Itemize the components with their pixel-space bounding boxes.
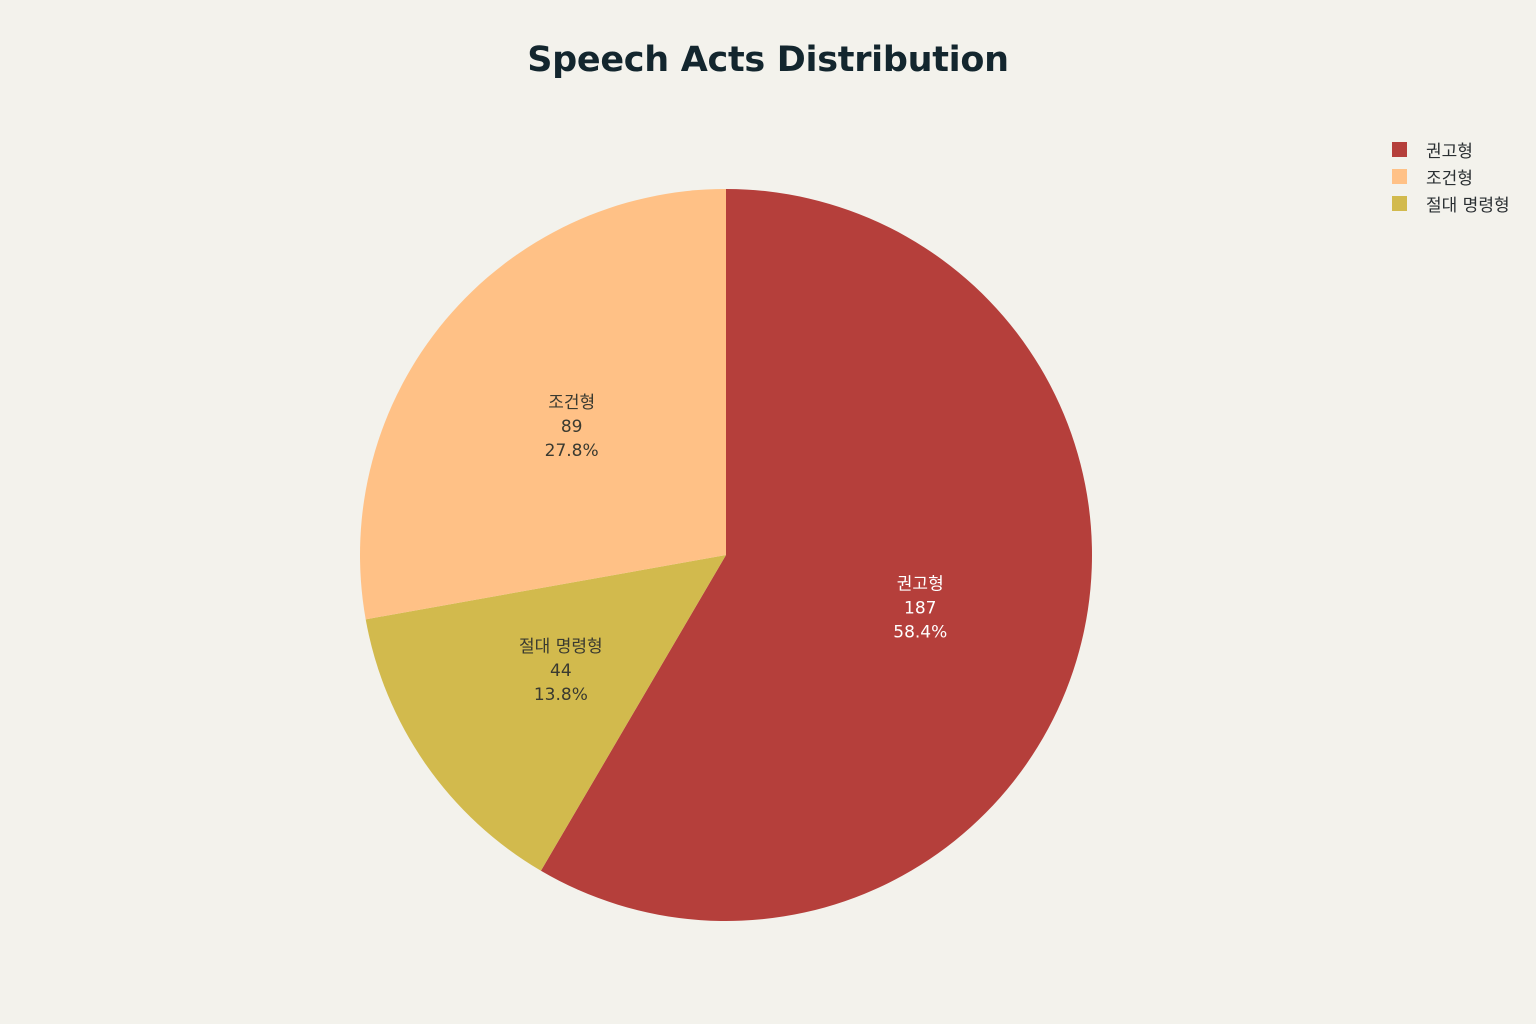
legend-item[interactable]: 절대 명령형 [1392,190,1510,217]
legend-label: 조건형 [1426,169,1473,189]
pie-slice-0[interactable] [540,189,1092,921]
legend: 권고형 조건형 절대 명령형 [1392,136,1510,217]
slice-label-percent: 13.8% [534,685,588,705]
slice-label-name: 조건형 [548,393,595,413]
slice-label-percent: 27.8% [545,441,599,461]
legend-swatch-1 [1392,169,1407,184]
legend-label: 권고형 [1426,142,1473,162]
pie-slice-1[interactable] [365,555,726,871]
legend-item[interactable]: 조건형 [1392,163,1510,190]
slice-label-name: 권고형 [897,575,944,595]
legend-label: 절대 명령형 [1426,196,1510,216]
slice-label-percent: 58.4% [893,623,947,643]
slice-label-value: 44 [550,661,572,681]
legend-swatch-0 [1392,142,1407,157]
pie-slice-2[interactable] [360,189,726,620]
slice-label-value: 187 [904,599,936,619]
legend-swatch-2 [1392,196,1407,211]
chart-title: Speech Acts Distribution [527,40,1009,80]
slice-label-value: 89 [561,417,583,437]
legend-item[interactable]: 권고형 [1392,136,1510,163]
slice-label-name: 절대 명령형 [519,637,603,657]
